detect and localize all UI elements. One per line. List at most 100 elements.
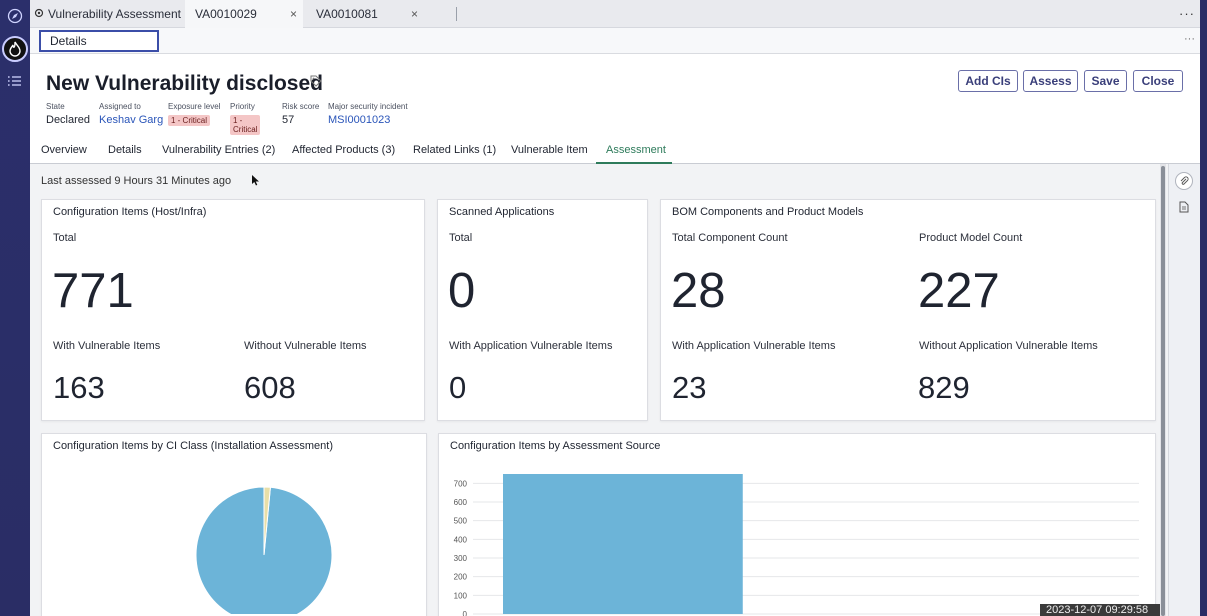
more-options-icon[interactable]: ··· [1184, 33, 1195, 45]
with-app-vulnerable-label: With Application Vulnerable Items [449, 340, 613, 352]
more-options-icon[interactable]: ··· [1179, 6, 1195, 21]
tab-vulnerable-item[interactable]: Vulnerable Item [511, 144, 588, 156]
tab-affected-products[interactable]: Affected Products (3) [292, 144, 396, 156]
field-priority: Priority 1 - Critical [230, 102, 261, 135]
pie-slice[interactable] [263, 486, 271, 556]
field-value: 57 [282, 114, 295, 126]
mouse-cursor-icon [252, 175, 260, 189]
bar-chart: 0 100 200 300 400 500 600 700 [454, 474, 1139, 616]
tab-overview[interactable]: Overview [41, 144, 87, 156]
product-model-count-value[interactable]: 227 [918, 264, 1000, 318]
close-icon[interactable]: × [289, 7, 297, 21]
scrollbar-thumb[interactable] [1161, 166, 1165, 616]
record-tabs: Overview Details Vulnerability Entries (… [30, 140, 1200, 164]
form-strip: Details ··· [30, 28, 1207, 54]
page-title: New Vulnerability disclosed [46, 72, 323, 95]
video-timestamp: 2023-12-07 09:29:58 [1040, 604, 1160, 616]
save-button[interactable]: Save [1084, 70, 1127, 92]
product-model-count-label: Product Model Count [919, 232, 1023, 244]
add-cis-button[interactable]: Add CIs [958, 70, 1018, 92]
bom-with-vulnerable-value[interactable]: 23 [672, 370, 707, 405]
field-risk-score: Risk score 57 [282, 102, 319, 126]
without-app-vulnerable-label: Without Application Vulnerable Items [919, 340, 1098, 352]
record-header: New Vulnerability disclosed Add CIs Asse… [30, 54, 1200, 164]
window-edge [1200, 0, 1207, 616]
tab-va0010081[interactable]: VA0010081 × [306, 0, 420, 28]
exposure-badge: 1 - Critical [168, 115, 211, 126]
field-state: State Declared [46, 102, 90, 126]
incident-link[interactable]: MSI0001023 [328, 114, 391, 126]
y-tick-label: 600 [454, 498, 468, 507]
assigned-to-link[interactable]: Keshav Garg [99, 114, 164, 126]
apps-with-vulnerable-value[interactable]: 0 [449, 370, 467, 405]
bar[interactable] [503, 474, 743, 614]
ci-host-infra-card: Configuration Items (Host/Infra) Total 7… [41, 199, 425, 421]
component-count-value[interactable]: 28 [671, 264, 726, 318]
ci-with-vulnerable-value[interactable]: 163 [53, 370, 105, 405]
field-label: Assigned to [99, 102, 141, 111]
assessment-panel: Last assessed 9 Hours 31 Minutes ago Con… [30, 164, 1163, 616]
chart-title: Configuration Items by Assessment Source [450, 440, 661, 452]
tab-related-links[interactable]: Related Links (1) [413, 144, 497, 156]
tab-va0010029[interactable]: VA0010029 × [185, 0, 303, 28]
bom-components-card: BOM Components and Product Models Total … [660, 199, 1156, 421]
content-scrollbar[interactable] [1160, 164, 1166, 616]
y-tick-label: 400 [454, 535, 468, 544]
tab-vulnerability-entries[interactable]: Vulnerability Entries (2) [162, 144, 276, 156]
field-label: Risk score [282, 102, 320, 111]
last-assessed-text: Last assessed 9 Hours 31 Minutes ago [41, 175, 232, 187]
field-assigned-to: Assigned to Keshav Garg [99, 102, 163, 126]
compass-icon[interactable] [4, 5, 26, 27]
tab-vulnerability-assessment[interactable]: Vulnerability Assessment [34, 0, 184, 28]
tag-icon[interactable] [310, 75, 322, 87]
right-sidebar [1168, 164, 1200, 616]
field-exposure-level: Exposure level 1 - Critical [168, 102, 220, 126]
field-major-security-incident: Major security incident MSI0001023 [328, 102, 408, 126]
tab-details[interactable]: Details [108, 144, 142, 156]
tab-label: VA0010081 [316, 7, 378, 21]
close-icon[interactable]: × [410, 7, 418, 21]
field-label: Exposure level [168, 102, 221, 111]
left-rail [0, 0, 30, 616]
y-tick-label: 0 [463, 610, 468, 616]
card-title: Configuration Items (Host/Infra) [53, 206, 207, 218]
field-value: Declared [46, 114, 91, 126]
scanned-applications-card: Scanned Applications Total 0 With Applic… [437, 199, 648, 421]
bom-without-vulnerable-value[interactable]: 829 [918, 370, 970, 405]
y-tick-label: 500 [454, 517, 468, 526]
document-icon[interactable] [1175, 198, 1193, 216]
ci-by-class-chart-card: Configuration Items by CI Class (Install… [41, 433, 427, 616]
ci-total-value[interactable]: 771 [52, 264, 134, 318]
without-vulnerable-label: Without Vulnerable Items [244, 340, 367, 352]
gear-icon [34, 7, 44, 21]
tab-divider [456, 7, 457, 21]
tab-assessment[interactable]: Assessment [606, 144, 666, 156]
active-tab-indicator [596, 162, 672, 164]
ci-by-source-chart-card: Configuration Items by Assessment Source… [438, 433, 1156, 616]
chart-title: Configuration Items by CI Class (Install… [53, 440, 334, 452]
with-vulnerable-label: With Vulnerable Items [53, 340, 161, 352]
apps-total-value[interactable]: 0 [448, 264, 476, 318]
field-label: Priority [230, 102, 255, 111]
ci-without-vulnerable-value[interactable]: 608 [244, 370, 296, 405]
close-button[interactable]: Close [1133, 70, 1183, 92]
assess-button[interactable]: Assess [1023, 70, 1078, 92]
logo-icon[interactable] [2, 36, 28, 62]
y-tick-label: 700 [454, 479, 468, 488]
card-title: BOM Components and Product Models [672, 206, 864, 218]
pie-slice[interactable] [195, 486, 333, 614]
list-icon[interactable] [4, 70, 26, 92]
y-tick-label: 100 [454, 591, 468, 600]
total-label: Total [449, 232, 473, 244]
paperclip-icon[interactable] [1175, 172, 1193, 190]
field-label: Major security incident [328, 102, 408, 111]
details-tab[interactable]: Details [39, 30, 159, 52]
y-tick-label: 300 [454, 554, 468, 563]
top-tab-bar: Vulnerability Assessment VA0010029 × VA0… [30, 0, 1207, 28]
field-label: State [46, 102, 65, 111]
tab-label: VA0010029 [195, 7, 257, 21]
card-title: Scanned Applications [449, 206, 555, 218]
y-tick-label: 200 [454, 573, 468, 582]
with-app-vulnerable-label: With Application Vulnerable Items [672, 340, 836, 352]
pie-chart [195, 486, 333, 614]
